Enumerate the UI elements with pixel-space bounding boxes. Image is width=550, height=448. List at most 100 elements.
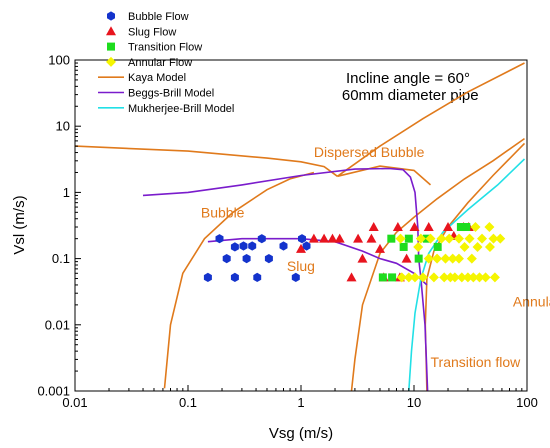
legend-item-slug-flow: Slug Flow [106,26,176,38]
bubble-flow-point [253,272,262,282]
transition-flow-point [399,242,408,251]
slug-flow-point [423,222,434,232]
bubble-flow-point [257,234,266,244]
legend-item-transition-flow: Transition Flow [107,42,202,54]
bubble-flow-point [279,241,288,251]
legend-bubble-flow-marker [107,11,115,21]
x-tick-label: 1 [297,395,304,410]
slug-flow-point [334,233,345,243]
transition-flow-point [387,234,396,243]
annular-flow-point [447,253,458,264]
slug-flow-point [443,222,454,232]
y-axis-ticks: 0.001 0.01 0.1 1 10 100 [37,53,81,399]
legend-label: Transition Flow [128,42,202,54]
bubble-flow-point [248,241,257,251]
annular-flow-point [425,233,436,244]
slug-flow-point [308,233,319,243]
region-label-bubble: Bubble [201,204,245,220]
bubble-flow-point [215,234,224,244]
annular-flow-point [464,233,475,244]
annular-flow-point [484,241,495,252]
y-tick-label: 10 [56,119,70,134]
slug-flow-point [392,222,403,232]
annular-flow-point [472,241,483,252]
kaya-model-line-3 [337,165,432,186]
legend-item-annular-flow: Annular Flow [106,56,192,69]
annular-flow-point [417,272,428,283]
x-axis-ticks: 0.01 0.1 1 10 100 [62,385,538,410]
bubble-flow-point [203,272,212,282]
annular-flow-point [403,272,414,283]
annular-flow-point [396,272,407,283]
legend-item-mukherjee-brill-model: Mukherjee-Brill Model [98,103,234,115]
x-tick-label: 0.01 [62,395,87,410]
annular-flow-point [428,272,439,283]
annular-flow-point [488,233,499,244]
annular-flow-point [453,253,464,264]
slug-flow-point [368,222,379,232]
annular-flow-point [474,272,485,283]
bubble-flow-point [264,254,273,264]
slug-flow-point [319,233,330,243]
transition-flow-point [378,273,387,282]
x-axis-label: Vsg (m/s) [269,425,333,442]
y-tick-label: 0.1 [52,251,70,266]
legend-label: Mukherjee-Brill Model [128,103,234,115]
annular-flow-point [439,272,450,283]
annular-flow-point [495,233,506,244]
slug-flow-point [353,233,364,243]
annular-flow-point [449,272,460,283]
annular-flow-point [423,253,434,264]
annular-flow-point [436,233,447,244]
y-tick-label: 0.001 [37,384,70,399]
legend-annular-flow-marker [106,56,116,67]
transition-flow-point [456,223,465,232]
annular-flow-point [444,233,455,244]
transition-flow-point [388,273,397,282]
slug-flow-point [366,233,377,243]
region-label-transition-flow: Transition flow [431,354,522,370]
legend-item-kaya-model: Kaya Model [98,72,186,84]
bubble-flow-point [239,241,248,251]
annular-flow-point [440,253,451,264]
slug-flow-point [346,272,357,282]
transition-flow-point [462,223,471,232]
y-tick-label: 100 [48,53,70,68]
y-axis-label: Vsl (m/s) [11,195,28,254]
annular-flow-point [477,233,488,244]
bubble-flow-point [222,254,231,264]
legend-label: Kaya Model [128,72,186,84]
transition-flow-point [404,234,413,243]
annular-flow-point [432,253,443,264]
legend-slug-flow-marker [106,26,116,36]
annotation-text: Incline angle = 60° [346,70,470,87]
bubble-flow-point [242,254,251,264]
annotations: Incline angle = 60°60mm diameter pipe [342,70,479,104]
annular-flow-point [466,253,477,264]
annular-flow-point [459,241,470,252]
legend-transition-flow-marker [107,42,115,51]
x-tick-label: 100 [516,395,538,410]
legend: Bubble Flow Slug Flow Transition Flow Annul… [98,11,234,115]
region-label-slug: Slug [287,258,315,274]
annular-flow-point [484,222,495,233]
data-points [203,222,506,283]
annular-flow-point [395,233,406,244]
annular-flow-point [456,272,467,283]
slug-flow-point [401,253,412,263]
annular-flow-point [413,241,424,252]
bubble-flow-point [230,272,239,282]
mukherjee-brill-model-line-1 [408,158,526,392]
region-label-annular: Annular [513,293,550,309]
annular-flow-point [453,233,464,244]
bubble-flow-point [230,242,239,252]
legend-label: Slug Flow [128,26,176,38]
legend-item-beggs-brill-model: Beggs-Brill Model [98,88,214,100]
slug-flow-point [296,243,306,253]
bubble-flow-point [302,241,311,251]
annotation-text: 60mm diameter pipe [342,87,479,104]
bubble-flow-point [291,272,300,282]
annular-flow-point [415,233,426,244]
region-label-dispersed-bubble: Dispersed Bubble [314,144,425,160]
